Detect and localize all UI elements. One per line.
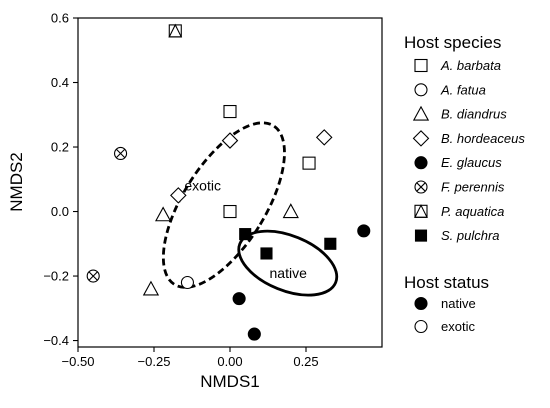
ellipses-layer: exotic native	[140, 104, 346, 308]
series-p-aquatica	[169, 25, 181, 37]
series-e-glaucus	[233, 225, 370, 340]
legend-label: B. hordeaceus	[441, 131, 525, 146]
data-point	[261, 248, 272, 259]
ellipse-native-label: native	[270, 265, 308, 281]
y-axis: −0.4 −0.2 0.0 0.2 0.4 0.6	[43, 11, 78, 349]
legend: Host species A. barbata A. fatua B. diandr…	[404, 33, 525, 334]
x-tick-label: 0.25	[293, 354, 318, 369]
legend-label: exotic	[441, 319, 475, 334]
data-point	[284, 204, 298, 217]
data-point	[169, 25, 181, 37]
legend-item-b-hordeaceus: B. hordeaceus	[414, 131, 526, 146]
y-tick-label: 0.6	[51, 11, 69, 26]
series-b-diandrus	[144, 204, 298, 295]
series-a-barbata	[224, 106, 315, 218]
legend-status-entries: native exotic	[415, 296, 476, 334]
data-point	[325, 238, 336, 249]
y-tick-label: 0.4	[51, 75, 69, 90]
legend-label: P. aquatica	[441, 204, 504, 219]
data-point	[224, 106, 236, 118]
y-axis-label: NMDS2	[7, 152, 26, 212]
data-point	[224, 206, 236, 218]
legend-marker	[415, 60, 427, 72]
data-point	[156, 208, 170, 221]
data-point	[317, 130, 332, 145]
data-point	[87, 270, 99, 282]
legend-marker	[415, 321, 427, 333]
legend-marker	[414, 107, 428, 120]
legend-marker	[416, 230, 427, 241]
legend-item-a-barbata: A. barbata	[415, 58, 501, 73]
legend-item-p-aquatica: P. aquatica	[415, 204, 504, 219]
legend-marker	[415, 181, 427, 193]
data-point	[115, 147, 127, 159]
series-a-fatua	[181, 276, 193, 288]
data-point	[248, 328, 260, 340]
legend-marker	[415, 298, 427, 310]
legend-item-exotic: exotic	[415, 319, 475, 334]
legend-marker	[415, 157, 427, 169]
data-point	[181, 276, 193, 288]
legend-item-a-fatua: A. fatua	[415, 82, 486, 97]
legend-species-entries: A. barbata A. fatua B. diandrus B. hordeace…	[414, 58, 526, 243]
data-point	[233, 293, 245, 305]
y-tick-label: 0.0	[51, 204, 69, 219]
legend-label: A. barbata	[440, 58, 501, 73]
legend-item-native: native	[415, 296, 476, 311]
legend-label: F. perennis	[441, 180, 505, 195]
legend-species-title: Host species	[404, 33, 501, 52]
y-tick-label: −0.4	[43, 333, 69, 348]
data-point	[223, 133, 238, 148]
x-axis-label: NMDS1	[200, 372, 260, 391]
legend-item-e-glaucus: E. glaucus	[415, 155, 502, 170]
x-tick-label: 0.00	[217, 354, 242, 369]
legend-item-b-diandrus: B. diandrus	[414, 107, 507, 122]
x-tick-label: −0.25	[138, 354, 171, 369]
legend-marker	[415, 205, 427, 217]
legend-label: A. fatua	[440, 82, 486, 97]
data-point	[240, 229, 251, 240]
legend-status-title: Host status	[404, 273, 489, 292]
legend-item-f-perennis: F. perennis	[415, 180, 505, 195]
data-point	[358, 225, 370, 237]
data-point	[303, 157, 315, 169]
legend-label: E. glaucus	[441, 155, 502, 170]
y-tick-label: 0.2	[51, 140, 69, 155]
legend-marker	[415, 84, 427, 96]
legend-label: native	[441, 296, 476, 311]
data-point	[144, 282, 158, 295]
y-tick-label: −0.2	[43, 269, 69, 284]
ellipse-exotic-label: exotic	[184, 178, 221, 194]
legend-label: S. pulchra	[441, 228, 500, 243]
legend-item-s-pulchra: S. pulchra	[416, 228, 500, 243]
series-f-perennis	[87, 147, 126, 282]
legend-label: B. diandrus	[441, 107, 507, 122]
x-tick-label: −0.50	[62, 354, 95, 369]
plot-frame	[78, 18, 382, 347]
x-axis: −0.50 −0.25 0.00 0.25	[62, 347, 319, 369]
legend-marker	[414, 131, 429, 146]
